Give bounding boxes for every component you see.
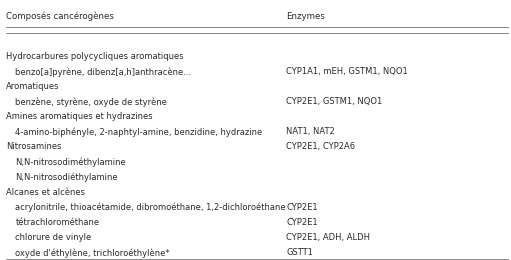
Text: tétrachlorométhane: tétrachlorométhane [15, 218, 100, 227]
Text: NAT1, NAT2: NAT1, NAT2 [286, 127, 335, 136]
Text: benzo[a]pyrène, dibenz[a,h]anthracène...: benzo[a]pyrène, dibenz[a,h]anthracène... [15, 67, 192, 77]
Text: CYP2E1, CYP2A6: CYP2E1, CYP2A6 [286, 142, 355, 152]
Text: Aromatiques: Aromatiques [6, 82, 60, 91]
Text: Composés cancérogènes: Composés cancérogènes [6, 12, 114, 21]
Text: CYP2E1, GSTM1, NQO1: CYP2E1, GSTM1, NQO1 [286, 97, 382, 106]
Text: GSTT1: GSTT1 [286, 248, 313, 257]
Text: CYP2E1: CYP2E1 [286, 218, 318, 227]
Text: N,N-nitrosodiméthylamine: N,N-nitrosodiméthylamine [15, 158, 126, 167]
Text: benzène, styrène, oxyde de styrène: benzène, styrène, oxyde de styrène [15, 97, 167, 107]
Text: Alcanes et alcènes: Alcanes et alcènes [6, 188, 85, 197]
Text: chlorure de vinyle: chlorure de vinyle [15, 233, 91, 242]
Text: Hydrocarbures polycycliques aromatiques: Hydrocarbures polycycliques aromatiques [6, 52, 184, 61]
Text: CYP2E1: CYP2E1 [286, 203, 318, 212]
Text: N,N-nitrosodiéthylamine: N,N-nitrosodiéthylamine [15, 173, 118, 182]
Text: CYP1A1, mEH, GSTM1, NQO1: CYP1A1, mEH, GSTM1, NQO1 [286, 67, 408, 76]
Text: Amines aromatiques et hydrazines: Amines aromatiques et hydrazines [6, 112, 153, 121]
Text: CYP2E1, ADH, ALDH: CYP2E1, ADH, ALDH [286, 233, 370, 242]
Text: 4-amino-biphényle, 2-naphtyl-amine, benzidine, hydrazine: 4-amino-biphényle, 2-naphtyl-amine, benz… [15, 127, 263, 137]
Text: Enzymes: Enzymes [286, 12, 325, 21]
Text: oxyde d'éthylène, trichloroéthylène*: oxyde d'éthylène, trichloroéthylène* [15, 248, 170, 258]
Text: acrylonitrile, thioacétamide, dibromoéthane, 1,2-dichloroéthane: acrylonitrile, thioacétamide, dibromoéth… [15, 203, 286, 212]
Text: Nitrosamines: Nitrosamines [6, 142, 62, 152]
